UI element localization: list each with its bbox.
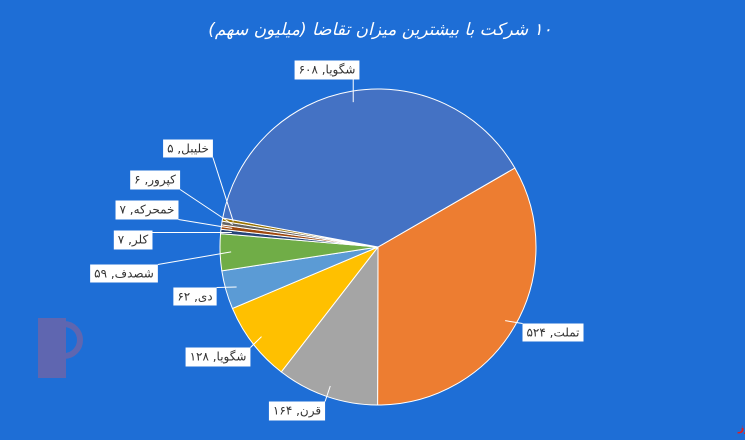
leader-line — [179, 189, 234, 226]
data-label: قرن, ۱۶۴ — [273, 404, 321, 419]
pie-slice — [377, 167, 537, 406]
data-label-box — [522, 323, 584, 342]
data-label: کپرور, ۶ — [134, 173, 176, 188]
data-label-box — [115, 200, 179, 220]
leader-line — [505, 320, 523, 324]
leader-line — [178, 219, 233, 229]
pie-slice — [222, 88, 516, 248]
data-label-box — [130, 170, 181, 190]
data-label: دی, ۶۲ — [177, 290, 212, 304]
data-label: تملت, ۵۲۴ — [526, 326, 579, 340]
data-label-box — [163, 139, 213, 158]
data-label-box — [113, 230, 153, 250]
leader-line — [157, 251, 232, 265]
chart-title: ۱۰ شرکت با بیشترین میزان تقاضا (میلیون س… — [208, 20, 552, 40]
data-label: کلر, ۷ — [118, 233, 149, 248]
data-label: خمحرکه, ۷ — [120, 203, 175, 218]
watermark: بورس نیوز — [737, 421, 745, 434]
data-label-group: خمحرکه, ۷ — [115, 200, 179, 220]
data-label-box — [294, 60, 360, 80]
logo — [38, 318, 83, 378]
data-label-group: تملت, ۵۲۴ — [522, 323, 584, 342]
data-label: شگویا, ۶۰۸ — [299, 63, 356, 78]
data-label: خلیبل, ۵ — [167, 142, 209, 156]
data-label-box — [185, 347, 251, 367]
data-label-group: شگویا, ۶۰۸ — [294, 60, 360, 80]
data-label-box — [173, 287, 217, 306]
data-label: شصدف, ۵۹ — [94, 267, 154, 281]
data-label-box — [268, 401, 326, 421]
data-label-box — [90, 264, 158, 283]
leader-line — [216, 286, 237, 288]
data-label-group: خلیبل, ۵ — [163, 139, 213, 158]
data-label-group: کپرور, ۶ — [130, 170, 181, 190]
leader-line — [212, 157, 234, 222]
data-label-group: کلر, ۷ — [113, 230, 153, 250]
data-label-group: قرن, ۱۶۴ — [268, 401, 326, 421]
leader-line — [324, 385, 331, 402]
data-label-group: شگویا, ۱۲۸ — [185, 347, 251, 367]
data-label-group: شصدف, ۵۹ — [90, 264, 158, 283]
leader-line — [250, 336, 262, 348]
data-label-group: دی, ۶۲ — [173, 287, 217, 306]
data-label: شگویا, ۱۲۸ — [190, 350, 247, 365]
